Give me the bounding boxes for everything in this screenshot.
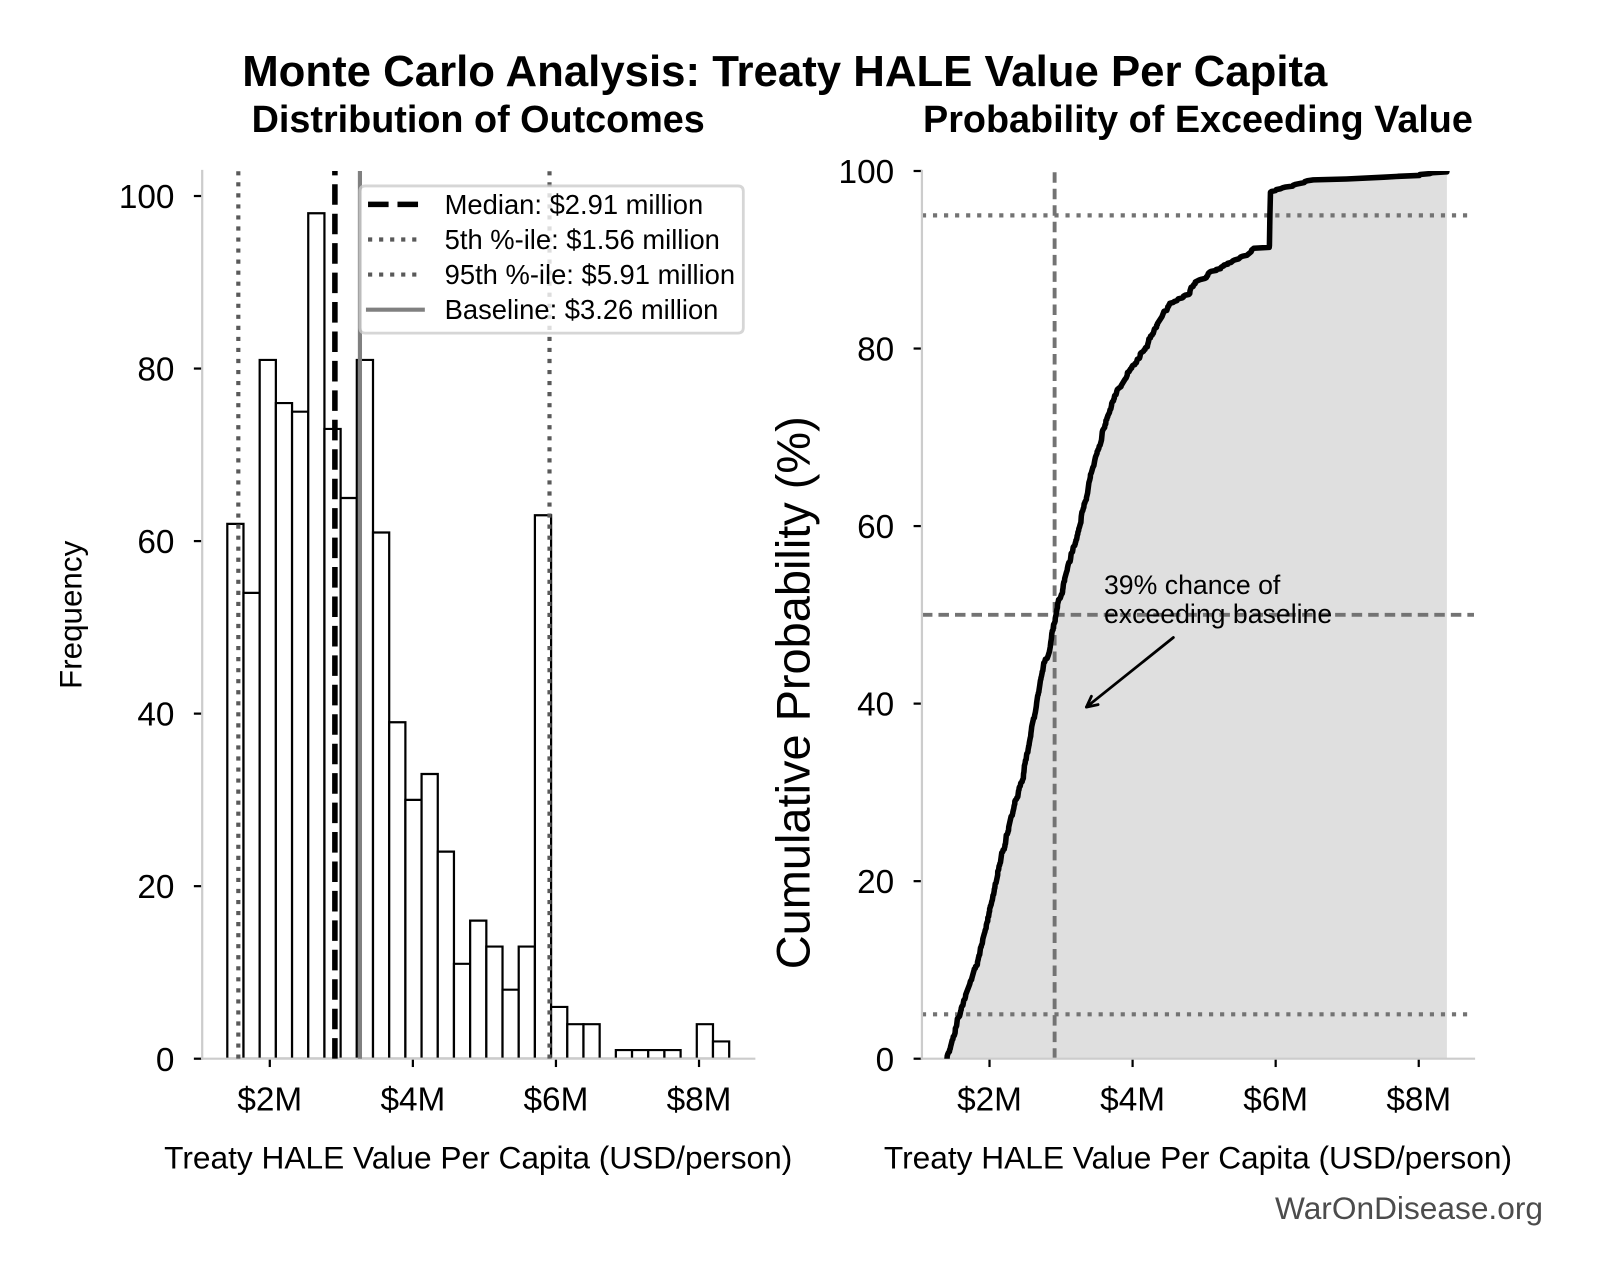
svg-text:40: 40 — [857, 687, 894, 724]
svg-text:80: 80 — [137, 352, 174, 389]
svg-text:Distribution of Outcomes: Distribution of Outcomes — [252, 99, 705, 141]
svg-text:100: 100 — [839, 154, 895, 191]
svg-text:0: 0 — [876, 1042, 895, 1079]
svg-text:39% chance of: 39% chance of — [1104, 570, 1281, 600]
svg-text:exceeding baseline: exceeding baseline — [1104, 599, 1332, 629]
svg-text:80: 80 — [857, 332, 894, 369]
svg-text:60: 60 — [137, 524, 174, 561]
svg-text:$2M: $2M — [957, 1082, 1022, 1119]
svg-text:$8M: $8M — [1386, 1082, 1451, 1119]
svg-text:Frequency: Frequency — [54, 540, 89, 689]
svg-text:20: 20 — [857, 864, 894, 901]
svg-text:Treaty HALE Value Per Capita (: Treaty HALE Value Per Capita (USD/person… — [884, 1139, 1512, 1175]
svg-text:100: 100 — [119, 179, 175, 216]
svg-text:Treaty HALE Value Per Capita (: Treaty HALE Value Per Capita (USD/person… — [164, 1139, 792, 1175]
svg-text:Monte Carlo Analysis: Treaty H: Monte Carlo Analysis: Treaty HALE Value … — [242, 47, 1328, 96]
svg-text:40: 40 — [137, 697, 174, 734]
svg-text:$4M: $4M — [380, 1082, 445, 1119]
svg-text:Probability of Exceeding Value: Probability of Exceeding Value — [923, 99, 1473, 141]
svg-text:$6M: $6M — [1243, 1082, 1308, 1119]
svg-text:Median: $2.91 million: Median: $2.91 million — [445, 189, 704, 220]
svg-text:0: 0 — [156, 1042, 175, 1079]
svg-text:5th %-ile: $1.56 million: 5th %-ile: $1.56 million — [445, 224, 720, 255]
svg-text:$8M: $8M — [667, 1082, 732, 1119]
svg-text:20: 20 — [137, 869, 174, 906]
svg-text:Baseline: $3.26 million: Baseline: $3.26 million — [445, 294, 719, 325]
svg-text:60: 60 — [857, 509, 894, 546]
svg-text:$4M: $4M — [1100, 1082, 1165, 1119]
svg-text:95th %-ile: $5.91 million: 95th %-ile: $5.91 million — [445, 259, 735, 290]
svg-text:WarOnDisease.org: WarOnDisease.org — [1275, 1190, 1543, 1226]
svg-text:Cumulative Probability (%): Cumulative Probability (%) — [767, 416, 819, 969]
svg-text:$2M: $2M — [237, 1082, 302, 1119]
svg-text:$6M: $6M — [524, 1082, 589, 1119]
